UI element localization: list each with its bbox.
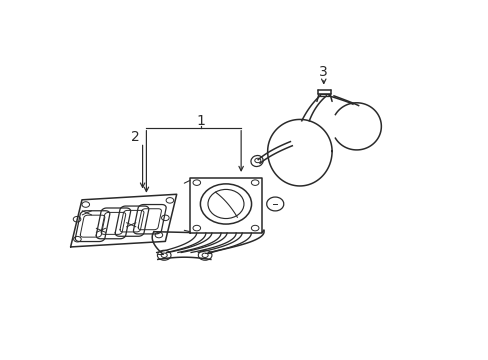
Text: 1: 1 — [197, 114, 205, 128]
Text: 3: 3 — [319, 65, 327, 79]
Text: 2: 2 — [130, 130, 139, 144]
